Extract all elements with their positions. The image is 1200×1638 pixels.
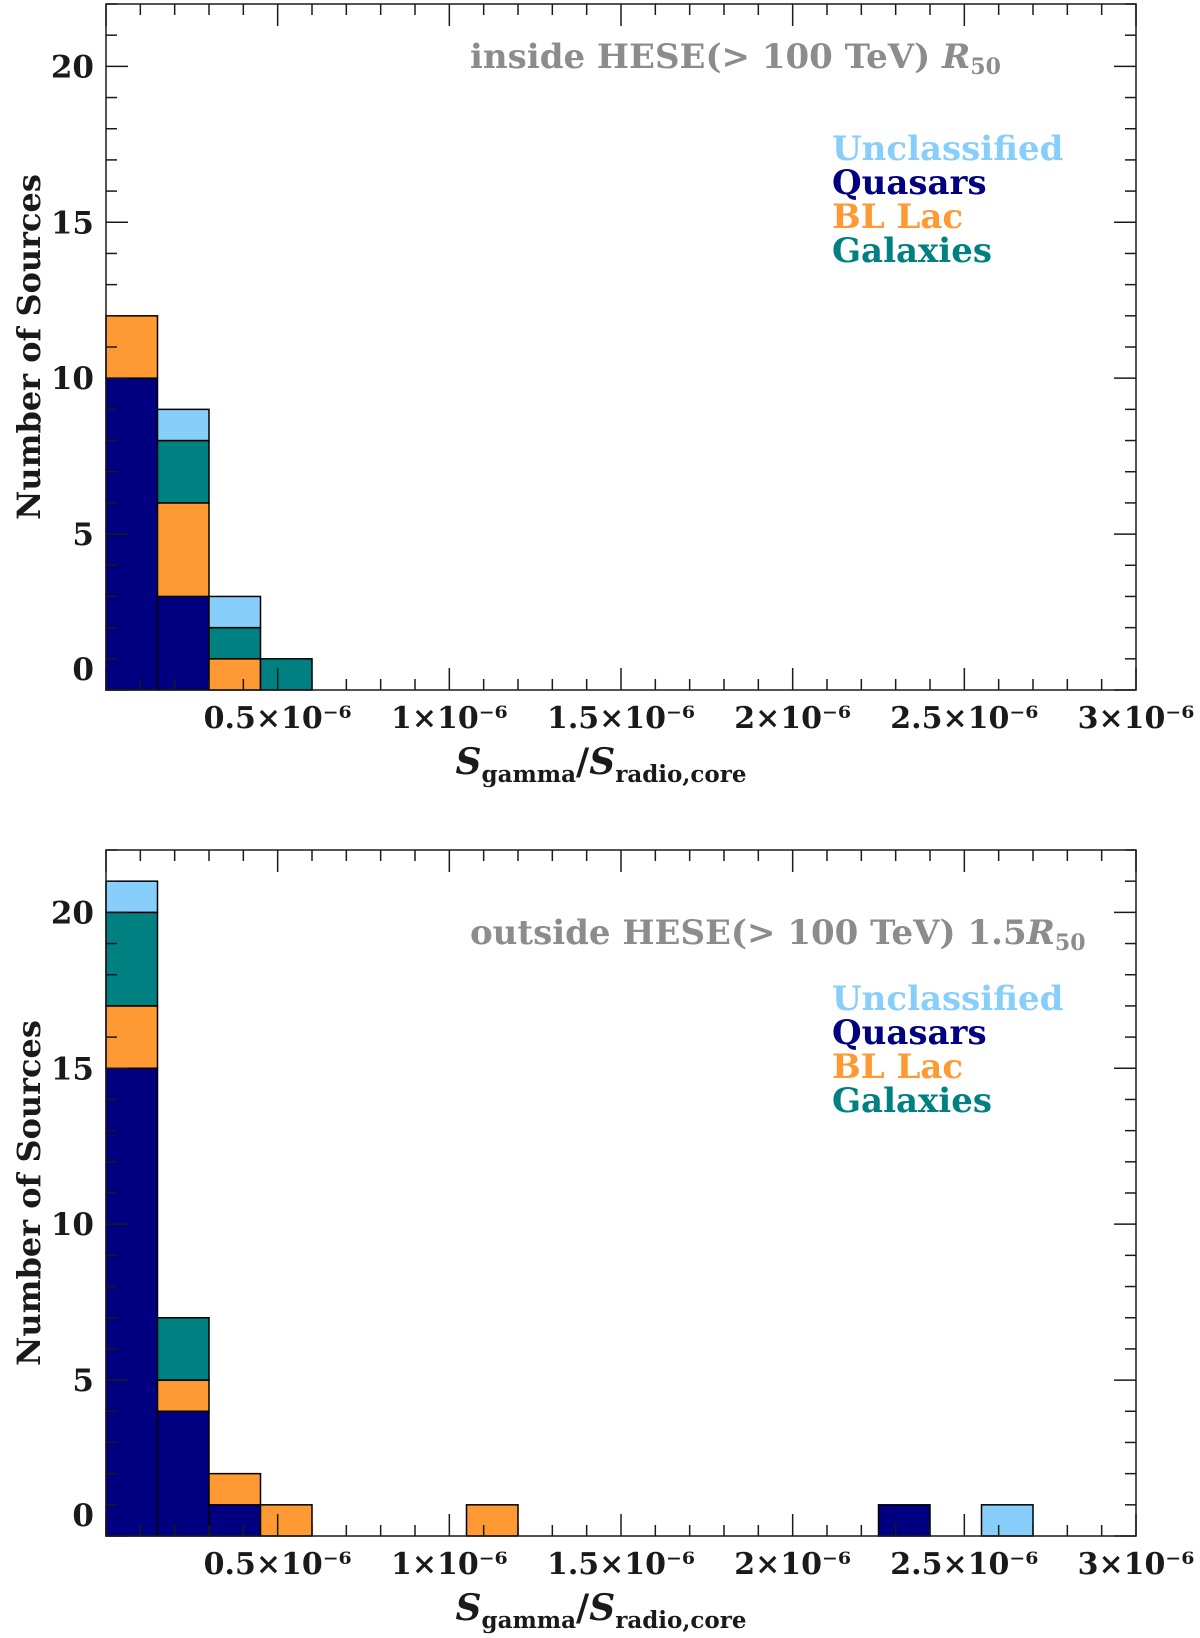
annotation-symbol: R	[1026, 913, 1055, 953]
x-tick-label: 1×10⁻⁶	[391, 701, 508, 736]
x-axis-subscript-1: gamma	[481, 1607, 576, 1634]
bar-segment-quasars	[156, 1410, 210, 1537]
legend-entry-bl-lac: BL Lac	[832, 1047, 963, 1087]
y-tick-label: 15	[51, 205, 94, 241]
bar-segment-quasars	[105, 1067, 159, 1537]
x-axis-symbol-2: S	[589, 1587, 615, 1629]
annotation-text: outside HESE(> 100 TeV) 1.5	[470, 913, 1027, 953]
bar-segment-bl-lac	[156, 1379, 210, 1413]
panel-annotation: outside HESE(> 100 TeV) 1.5R50	[470, 913, 1086, 956]
y-tick-label: 5	[72, 1363, 94, 1399]
legend-entry-unclassified: Unclassified	[832, 129, 1063, 169]
x-tick-labels: 0.5×10⁻⁶ 1×10⁻⁶ 1.5×10⁻⁶ 2×10⁻⁶ 2.5×10⁻⁶ 3×10…	[204, 701, 1195, 736]
y-tick-label: 10	[51, 361, 94, 397]
x-tick-label: 2×10⁻⁶	[734, 1547, 851, 1582]
legend-entry-quasars: Quasars	[832, 163, 987, 203]
x-axis-subscript-2: radio,core	[615, 1607, 746, 1634]
legend-entry-unclassified: Unclassified	[832, 979, 1063, 1019]
y-tick-labels: 0 5 10 15 20	[51, 49, 94, 688]
annotation-subscript: 50	[970, 54, 1001, 80]
bar-segment-bl-lac	[156, 502, 210, 598]
x-tick-label: 2×10⁻⁶	[734, 701, 851, 736]
legend: Unclassified Quasars BL Lac Galaxies	[832, 979, 1063, 1121]
x-axis-symbol-1: S	[455, 1587, 481, 1629]
bar-segment-unclassified	[105, 880, 159, 914]
x-tick-label: 3×10⁻⁶	[1078, 1547, 1195, 1582]
bar-segment-bl-lac	[465, 1504, 519, 1537]
bar-segment-unclassified	[208, 595, 262, 629]
legend-entry-galaxies: Galaxies	[832, 231, 992, 271]
bar-segment-quasars	[877, 1504, 931, 1537]
axis-ticks	[105, 3, 1137, 691]
annotation-symbol: R	[941, 37, 970, 77]
legend-entry-galaxies: Galaxies	[832, 1081, 992, 1121]
chart-panel-top: 0 5 10 15 20 0.5×10⁻⁶ 1×10⁻⁶ 1.5×10⁻⁶ 2×10⁻⁶ 2.5…	[10, 3, 1195, 788]
x-tick-labels: 0.5×10⁻⁶ 1×10⁻⁶ 1.5×10⁻⁶ 2×10⁻⁶ 2.5×10⁻⁶ 3×10…	[204, 1547, 1195, 1582]
x-tick-label: 2.5×10⁻⁶	[890, 701, 1038, 736]
y-tick-label: 10	[51, 1207, 94, 1243]
bar-segment-bl-lac	[208, 658, 262, 691]
x-axis-separator: /	[576, 1587, 590, 1629]
bar-segment-unclassified	[980, 1504, 1034, 1537]
x-tick-label: 1.5×10⁻⁶	[547, 1547, 695, 1582]
x-tick-label: 0.5×10⁻⁶	[204, 1547, 352, 1582]
histogram-bars	[105, 880, 1034, 1537]
plot-frame	[105, 3, 1137, 691]
x-tick-label: 2.5×10⁻⁶	[890, 1547, 1038, 1582]
histogram-bars	[105, 315, 313, 691]
x-axis-title: Sgamma/Sradio,core	[455, 1587, 746, 1634]
legend-entry-bl-lac: BL Lac	[832, 197, 963, 237]
bar-segment-galaxies	[208, 626, 262, 660]
y-axis-title: Number of Sources	[10, 174, 48, 520]
y-tick-label: 0	[72, 1498, 94, 1534]
bar-segment-galaxies	[105, 911, 159, 1007]
x-axis-subscript-2: radio,core	[615, 761, 746, 788]
axis-ticks	[105, 849, 1137, 1537]
x-tick-label: 1×10⁻⁶	[391, 1547, 508, 1582]
y-axis-title: Number of Sources	[10, 1020, 48, 1366]
bar-segment-galaxies	[156, 1316, 210, 1381]
bar-segment-galaxies	[156, 439, 210, 504]
x-axis-title: Sgamma/Sradio,core	[455, 741, 746, 788]
chart-panel-bottom: 0 5 10 15 20 0.5×10⁻⁶ 1×10⁻⁶ 1.5×10⁻⁶ 2×10⁻⁶ 2.5…	[10, 849, 1195, 1634]
bar-segment-quasars	[156, 595, 210, 691]
x-axis-separator: /	[576, 741, 590, 783]
x-tick-label: 1.5×10⁻⁶	[547, 701, 695, 736]
x-tick-label: 3×10⁻⁶	[1078, 701, 1195, 736]
y-tick-label: 20	[51, 895, 94, 931]
y-tick-label: 5	[72, 517, 94, 553]
x-axis-symbol-1: S	[455, 741, 481, 783]
annotation-subscript: 50	[1055, 930, 1086, 956]
bar-segment-quasars	[208, 1504, 262, 1537]
panel-annotation: inside HESE(> 100 TeV) R50	[470, 37, 1001, 80]
legend-entry-quasars: Quasars	[832, 1013, 987, 1053]
bar-segment-galaxies	[259, 658, 313, 691]
x-tick-label: 0.5×10⁻⁶	[204, 701, 352, 736]
y-tick-labels: 0 5 10 15 20	[51, 895, 94, 1534]
y-tick-label: 0	[72, 652, 94, 688]
bar-segment-bl-lac	[259, 1504, 313, 1537]
y-tick-label: 20	[51, 49, 94, 85]
x-axis-symbol-2: S	[589, 741, 615, 783]
bar-segment-bl-lac	[208, 1472, 262, 1506]
legend: Unclassified Quasars BL Lac Galaxies	[832, 129, 1063, 271]
x-axis-subscript-1: gamma	[481, 761, 576, 788]
annotation-text: inside HESE(> 100 TeV)	[470, 37, 942, 77]
bar-segment-unclassified	[156, 408, 210, 442]
y-tick-label: 15	[51, 1051, 94, 1087]
